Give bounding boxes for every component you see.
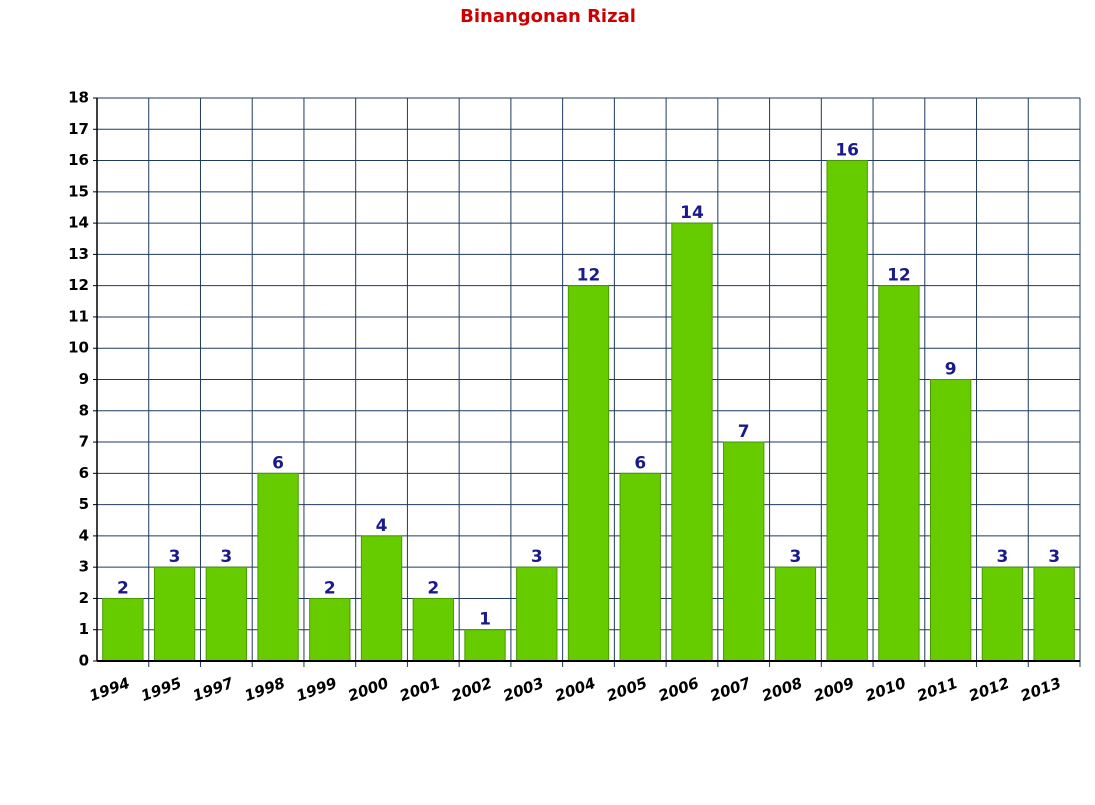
x-tick-label: 1994 (87, 674, 132, 705)
x-tick-label: 2010 (863, 674, 908, 705)
y-tick-label: 1 (79, 620, 89, 638)
x-tick-label: 1995 (139, 674, 184, 705)
x-tick-label: 1997 (190, 674, 236, 705)
y-tick-label: 18 (68, 89, 89, 107)
x-tick-label: 1999 (294, 674, 339, 705)
y-tick-label: 4 (79, 526, 89, 544)
x-tick-label: 1998 (242, 674, 287, 705)
bar (671, 222, 713, 662)
value-label: 7 (738, 422, 750, 442)
value-label: 9 (945, 360, 957, 380)
value-label: 3 (169, 547, 181, 567)
bar (205, 566, 248, 662)
y-tick-label: 2 (79, 589, 89, 607)
bar (723, 441, 765, 662)
y-tick-label: 5 (79, 495, 89, 513)
value-label: 6 (272, 453, 284, 473)
bar (257, 472, 299, 662)
bar (878, 285, 920, 662)
x-tick-label: 2001 (397, 674, 442, 705)
bar (929, 379, 972, 662)
bar (774, 566, 817, 662)
value-label: 16 (835, 141, 859, 161)
bar (360, 535, 403, 662)
x-tick-label: 2006 (656, 674, 701, 705)
y-tick-label: 9 (79, 370, 89, 388)
bar (567, 285, 610, 662)
x-tick-label: 2007 (708, 674, 754, 705)
y-tick-label: 11 (68, 307, 89, 325)
y-tick-label: 16 (68, 151, 89, 169)
y-tick-label: 0 (79, 652, 89, 670)
y-tick-label: 7 (79, 433, 89, 451)
x-tick-label: 2013 (1018, 674, 1063, 705)
y-tick-label: 17 (68, 120, 89, 138)
bar (981, 566, 1024, 662)
x-tick-label: 2009 (811, 674, 856, 705)
bar (1033, 566, 1075, 662)
value-label: 14 (680, 203, 704, 223)
value-label: 12 (887, 266, 911, 286)
x-tick-label: 2000 (346, 674, 391, 705)
value-label: 3 (1048, 547, 1060, 567)
y-tick-label: 13 (68, 245, 89, 263)
x-tick-label: 2011 (915, 674, 960, 705)
x-tick-label: 2008 (759, 674, 804, 705)
x-tick-label: 2003 (501, 674, 546, 705)
value-label: 12 (577, 266, 601, 286)
y-tick-label: 6 (79, 464, 89, 482)
bar (464, 629, 506, 662)
bar (102, 597, 144, 662)
value-label: 3 (996, 547, 1008, 567)
bar (826, 160, 868, 662)
x-tick-label: 2005 (604, 674, 649, 705)
y-tick-label: 3 (79, 558, 89, 576)
chart-title: Binangonan Rizal (460, 6, 636, 27)
bar (619, 472, 661, 662)
value-label: 6 (634, 453, 646, 473)
value-label: 3 (531, 547, 543, 567)
bar (516, 566, 558, 662)
value-label: 2 (117, 578, 129, 598)
value-label: 2 (427, 578, 439, 598)
value-label: 3 (220, 547, 232, 567)
x-tick-label: 2004 (552, 674, 597, 705)
y-tick-label: 8 (79, 401, 89, 419)
bar (412, 597, 454, 662)
x-tick-label: 2002 (449, 674, 494, 705)
value-label: 4 (376, 516, 388, 536)
y-tick-label: 15 (68, 182, 89, 200)
bar (309, 597, 351, 662)
value-label: 1 (479, 610, 491, 630)
value-label: 2 (324, 578, 336, 598)
value-label: 3 (790, 547, 802, 567)
bar (153, 566, 196, 662)
y-tick-label: 14 (68, 214, 89, 232)
y-tick-label: 10 (68, 339, 89, 357)
x-tick-label: 2012 (966, 674, 1011, 705)
y-tick-label: 12 (68, 276, 89, 294)
